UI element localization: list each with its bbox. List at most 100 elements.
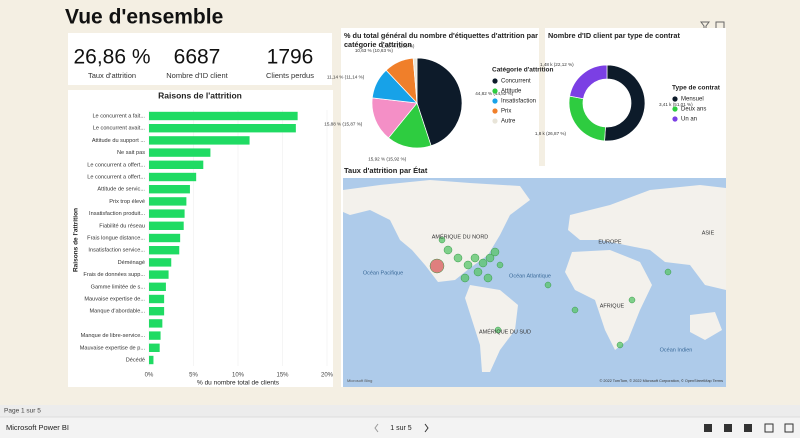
bar: [149, 160, 204, 169]
legend-label: Attitude: [501, 89, 522, 95]
africa: [565, 250, 652, 350]
bubble: [628, 296, 636, 304]
legend-swatch: [672, 116, 678, 122]
y-tick-label: Manque de libre-service...: [81, 333, 146, 339]
next-page[interactable]: [424, 423, 429, 433]
data-label: 15,88 % (15,87 %): [324, 122, 363, 127]
facebook-icon[interactable]: [704, 424, 712, 432]
kpi-label: Nombre d'ID client: [166, 71, 228, 80]
bar: [149, 270, 169, 279]
australia: [690, 312, 722, 340]
bar: [149, 294, 165, 304]
bar: [149, 343, 160, 352]
legend-label: Insatisfaction: [501, 99, 536, 105]
legend-label: Deux ans: [681, 107, 706, 113]
map-label: Océan Pacifique: [363, 270, 403, 276]
prev-page[interactable]: [374, 423, 379, 433]
bubble: [485, 253, 495, 263]
map-label: Océan Indien: [660, 347, 693, 353]
kpi-card: [68, 33, 332, 85]
eurasia: [568, 185, 726, 290]
legend-swatch: [672, 96, 678, 102]
share-icons: [704, 423, 794, 433]
status-bar: [0, 405, 800, 417]
data-label: 1,48 k (22,12 %): [540, 62, 574, 67]
map-brand: Microsoft Bing: [347, 378, 372, 383]
chart-title: % du total général du nombre d'étiquette…: [344, 31, 538, 49]
y-tick-label: Insatisfaction service...: [88, 248, 145, 254]
y-tick-label: Le concurrent a offert...: [87, 174, 145, 180]
bar: [149, 111, 298, 121]
bubble: [494, 326, 502, 334]
bar: [149, 331, 161, 340]
y-tick-label: Attitude de servic...: [97, 187, 145, 193]
bar: [149, 221, 184, 230]
slice: [416, 57, 463, 147]
twitter-icon[interactable]: [724, 424, 732, 432]
bar: [149, 148, 211, 157]
bubble: [544, 281, 552, 289]
data-label: 15,92 % (15,92 %): [368, 156, 407, 161]
bar: [149, 124, 296, 133]
legend-swatch: [492, 88, 498, 94]
bubble: [463, 260, 473, 270]
x-tick-label: 15%: [276, 373, 289, 379]
chart-title: Nombre d'ID client par type de contrat: [548, 31, 680, 40]
y-tick-label: Ne sait pas: [117, 150, 145, 156]
bar: [149, 185, 190, 194]
map-label: Océan Atlantique: [509, 273, 551, 279]
legend-title: Catégorie d'attrition: [492, 67, 554, 74]
map-attribution: © 2022 TomTom, © 2022 Microsoft Corporat…: [600, 379, 724, 383]
bubble: [496, 261, 504, 269]
bubble: [490, 247, 500, 257]
legend-swatch: [492, 98, 498, 104]
fullscreen-icon[interactable]: [784, 423, 794, 433]
map-label: AFRIQUE: [600, 303, 625, 309]
slice: [569, 64, 608, 100]
bar: [149, 209, 185, 218]
x-tick-label: 10%: [232, 373, 245, 379]
share-icon[interactable]: [764, 423, 774, 433]
legend-swatch: [492, 108, 498, 114]
x-tick-label: 0%: [145, 373, 154, 379]
state-bubbles: [429, 236, 672, 349]
bubble: [429, 258, 445, 274]
y-tick-label: Déménagé: [118, 260, 145, 266]
kpi-value: 1796: [267, 46, 314, 69]
south-america: [465, 285, 518, 372]
slice: [604, 64, 646, 142]
legend-label: Autre: [501, 119, 516, 125]
linkedin-icon[interactable]: [744, 424, 752, 432]
y-tick-label: Frais de données supp...: [83, 272, 145, 278]
page-indicator: Page 1 sur 5: [4, 408, 41, 415]
bar: [149, 172, 197, 182]
bubble: [453, 253, 463, 263]
y-tick-label: Manque d'abordable...: [90, 309, 146, 315]
legend-label: Prix: [501, 109, 511, 115]
bottom-bar: [0, 417, 800, 438]
bar: [149, 258, 172, 267]
slice: [371, 97, 418, 139]
bar: [149, 282, 166, 291]
legend-label: Un an: [681, 117, 697, 123]
bubble: [473, 267, 483, 277]
x-axis-label: % du nombre total de clients: [197, 380, 280, 387]
y-tick-label: Insatisfaction produit...: [89, 211, 145, 217]
slice: [412, 57, 418, 104]
y-tick-label: Fiabilité du réseau: [99, 223, 145, 229]
data-label: 1,36 % (1,36 %): [382, 43, 415, 48]
data-label: 3,41 k (51,01 %): [659, 102, 693, 107]
legend-label: Mensuel: [681, 97, 704, 103]
legend-swatch: [492, 78, 498, 84]
legend-label: Concurrent: [501, 79, 531, 85]
x-tick-label: 5%: [189, 373, 198, 379]
bubble: [460, 273, 470, 283]
app-name: Microsoft Power BI: [6, 423, 69, 432]
legend-swatch: [672, 106, 678, 112]
kpi-label: Taux d'attrition: [88, 71, 136, 80]
slice: [388, 102, 432, 149]
y-tick-label: Mauvaise expertise de p...: [80, 345, 146, 351]
y-tick-label: Gamme limitée de s...: [91, 284, 146, 290]
y-tick-label: Mauvaise expertise de...: [84, 296, 145, 302]
